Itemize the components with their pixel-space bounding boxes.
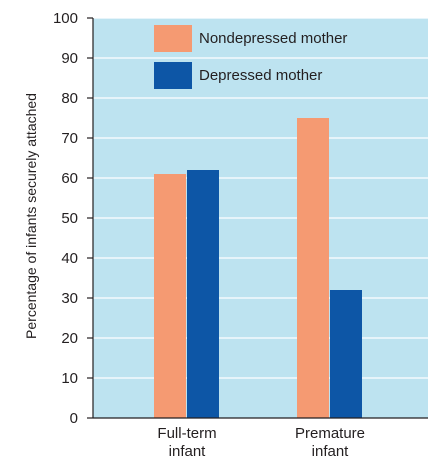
bar bbox=[330, 290, 362, 418]
legend-swatch bbox=[154, 62, 192, 89]
y-tick-label: 100 bbox=[53, 10, 78, 27]
y-tick-label: 30 bbox=[61, 290, 78, 307]
y-tick-label: 90 bbox=[61, 50, 78, 67]
y-ticks: 0 10 20 30 40 50 60 70 80 90 100 bbox=[53, 10, 93, 427]
bar bbox=[297, 118, 329, 418]
y-tick-label: 20 bbox=[61, 330, 78, 347]
gridlines bbox=[93, 17, 428, 379]
y-axis-label: Percentage of infants securely attached bbox=[23, 93, 39, 339]
y-tick-label: 70 bbox=[61, 130, 78, 147]
legend-label: Depressed mother bbox=[199, 67, 322, 84]
x-tick-label: Full-term infant bbox=[157, 425, 216, 460]
x-tick-label: Premature infant bbox=[295, 425, 365, 460]
legend-label: Nondepressed mother bbox=[199, 30, 347, 47]
bar bbox=[154, 174, 186, 418]
y-tick-label: 60 bbox=[61, 170, 78, 187]
y-tick-label: 50 bbox=[61, 210, 78, 227]
bar bbox=[187, 170, 219, 418]
y-tick-label: 40 bbox=[61, 250, 78, 267]
y-tick-label: 0 bbox=[70, 410, 78, 427]
y-tick-label: 80 bbox=[61, 90, 78, 107]
y-tick-label: 10 bbox=[61, 370, 78, 387]
bars bbox=[154, 118, 362, 418]
legend-swatch bbox=[154, 25, 192, 52]
legend: Nondepressed mother Depressed mother bbox=[154, 25, 347, 89]
x-tick-labels: Full-term infant Premature infant bbox=[157, 425, 365, 460]
